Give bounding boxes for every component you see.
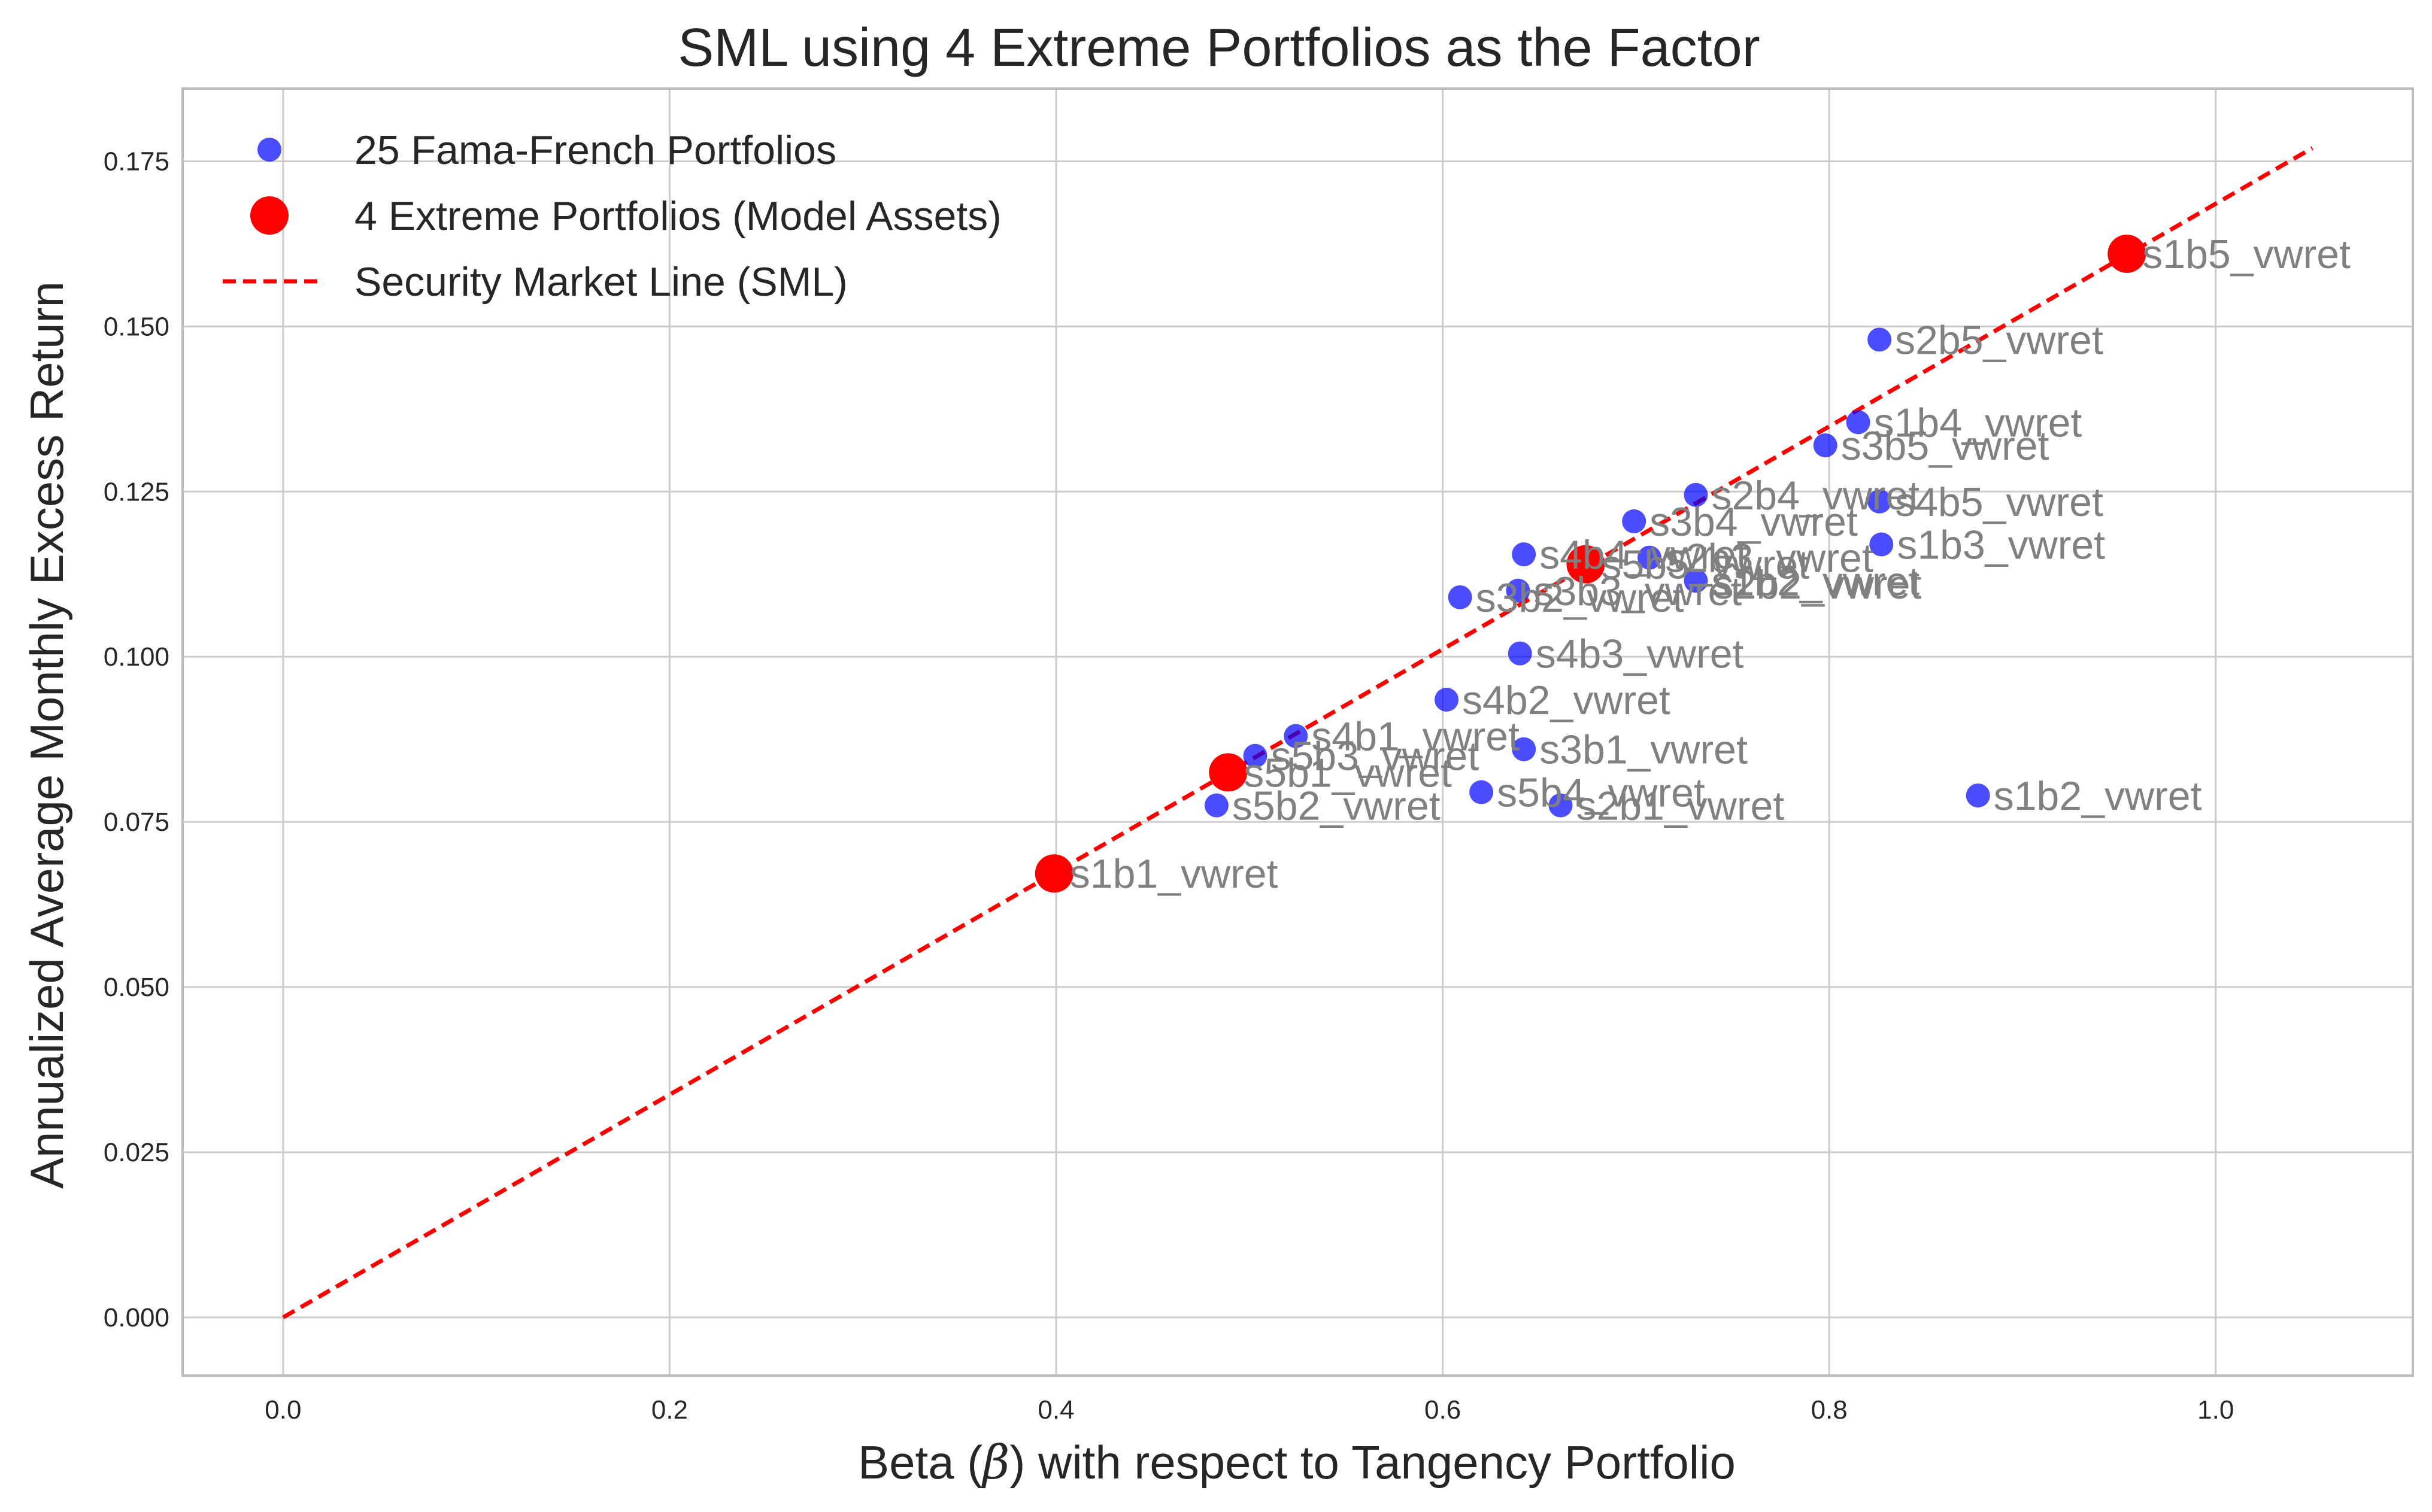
portfolio-point — [1512, 542, 1536, 567]
extreme-point — [2107, 234, 2146, 273]
legend-marker-portfolios — [257, 138, 281, 162]
x-axis-label-part-3: ) with respect to Tangency Portfolio — [1009, 1436, 1736, 1489]
portfolio-point — [1284, 724, 1308, 748]
x-axis-label: Beta (β) with respect to Tangency Portfo… — [858, 1436, 1736, 1490]
portfolio-point — [1869, 532, 1894, 557]
y-tick-label: 0.150 — [104, 312, 169, 341]
x-axis-ticks: 0.0 0.2 0.4 0.6 0.8 1.0 — [265, 1395, 2234, 1425]
legend-label-portfolios: 25 Fama-French Portfolios — [354, 127, 836, 173]
x-tick-label: 0.0 — [265, 1395, 301, 1425]
plot-frame — [181, 87, 2414, 1377]
portfolio-point — [1867, 327, 1892, 352]
grid — [183, 89, 2413, 1376]
point-label: s5b3_vwret — [1270, 734, 1479, 779]
portfolio-point — [1684, 482, 1708, 507]
point-label: s1b5_vwret — [2142, 232, 2351, 277]
portfolio-point — [1204, 793, 1229, 818]
point-label: s5b4_vwret — [1497, 770, 1705, 815]
y-tick-label: 0.050 — [104, 973, 169, 1002]
point-label: s5b1_vwret — [1244, 750, 1452, 796]
point-label: s2b3_vwret — [1665, 536, 1873, 581]
x-axis-label-beta: β — [981, 1436, 1009, 1490]
chart-title: SML using 4 Extreme Portfolios as the Fa… — [678, 18, 1760, 78]
point-label: s2b4_vwret — [1711, 473, 1919, 518]
portfolio-point — [1448, 585, 1472, 609]
y-tick-label: 0.075 — [104, 807, 169, 837]
point-label: s4b3_vwret — [1536, 631, 1744, 677]
y-tick-label: 0.100 — [104, 642, 169, 672]
legend-label-extreme: 4 Extreme Portfolios (Model Assets) — [354, 193, 1002, 239]
point-label: s2b2_vwret — [1714, 562, 1922, 608]
portfolio-point — [1506, 578, 1530, 603]
point-labels: s1b5_vwret s2b5_vwret s1b4_vwrets3b5_vwret… — [1070, 232, 2351, 897]
point-label: s2b1_vwret — [1576, 784, 1784, 829]
portfolio-point — [1867, 489, 1892, 514]
x-tick-label: 0.8 — [1811, 1395, 1848, 1425]
point-label: s4b4_vwret — [1539, 532, 1748, 578]
portfolio-points — [1204, 327, 1990, 818]
point-label: s4b5_vwret — [1895, 479, 2103, 525]
point-label: s1b1_vwret — [1070, 851, 1278, 897]
point-label: s3b5_vwret — [1841, 423, 2049, 469]
portfolio-point — [1435, 687, 1459, 712]
portfolio-point — [1813, 433, 1837, 457]
portfolio-point — [1684, 569, 1708, 593]
portfolio-point — [1548, 793, 1573, 818]
point-label: s1b3_vwret — [1897, 523, 2105, 568]
portfolio-point — [1469, 780, 1494, 804]
y-tick-label: 0.000 — [104, 1303, 169, 1332]
extreme-point — [1035, 854, 1074, 893]
point-label: s5b2_vwret — [1232, 784, 1441, 829]
y-tick-label: 0.025 — [104, 1138, 169, 1167]
point-label: s3b4_vwret — [1649, 499, 1858, 545]
extreme-points — [1035, 234, 2146, 893]
x-tick-label: 0.4 — [1038, 1395, 1074, 1425]
y-tick-label: 0.125 — [104, 477, 169, 506]
extreme-point — [1209, 753, 1248, 792]
point-label: s4b2_vwret — [1462, 678, 1670, 723]
portfolio-point — [1637, 545, 1661, 570]
portfolio-point — [1508, 641, 1532, 666]
y-axis-label: Annualized Average Monthly Excess Return — [20, 281, 73, 1189]
point-label: s3b1_vwret — [1539, 727, 1748, 773]
portfolio-point — [1622, 509, 1646, 533]
point-label: s3b2_vwret — [1476, 575, 1684, 621]
point-label: s1b4_vwret — [1874, 400, 2082, 445]
portfolio-point — [1846, 410, 1870, 435]
x-tick-label: 0.2 — [651, 1395, 688, 1425]
portfolio-point — [1966, 783, 1990, 807]
extreme-point — [1566, 545, 1605, 584]
y-axis-ticks: 0.000 0.025 0.050 0.075 0.100 0.125 0.150 0.175 — [104, 147, 169, 1332]
legend: 25 Fama-French Portfolios 4 Extreme Port… — [223, 127, 1002, 305]
x-axis-label-part-1: Beta ( — [858, 1436, 982, 1489]
y-tick-label: 0.175 — [104, 147, 169, 176]
point-label: s5b5_vwret — [1601, 542, 1809, 588]
legend-label-sml: Security Market Line (SML) — [354, 259, 848, 305]
x-tick-label: 0.6 — [1424, 1395, 1461, 1425]
portfolio-point — [1512, 737, 1536, 761]
legend-marker-extreme — [250, 196, 289, 235]
x-tick-label: 1.0 — [2197, 1395, 2234, 1425]
point-label: s3b3_vwret — [1533, 569, 1742, 614]
point-label: s1b2_vwret — [1711, 558, 1919, 604]
point-label: s1b2_vwret — [1994, 773, 2202, 819]
point-label: s4b1_vwret — [1311, 714, 1520, 760]
point-label: s2b5_vwret — [1895, 317, 2103, 363]
portfolio-point — [1243, 743, 1267, 768]
